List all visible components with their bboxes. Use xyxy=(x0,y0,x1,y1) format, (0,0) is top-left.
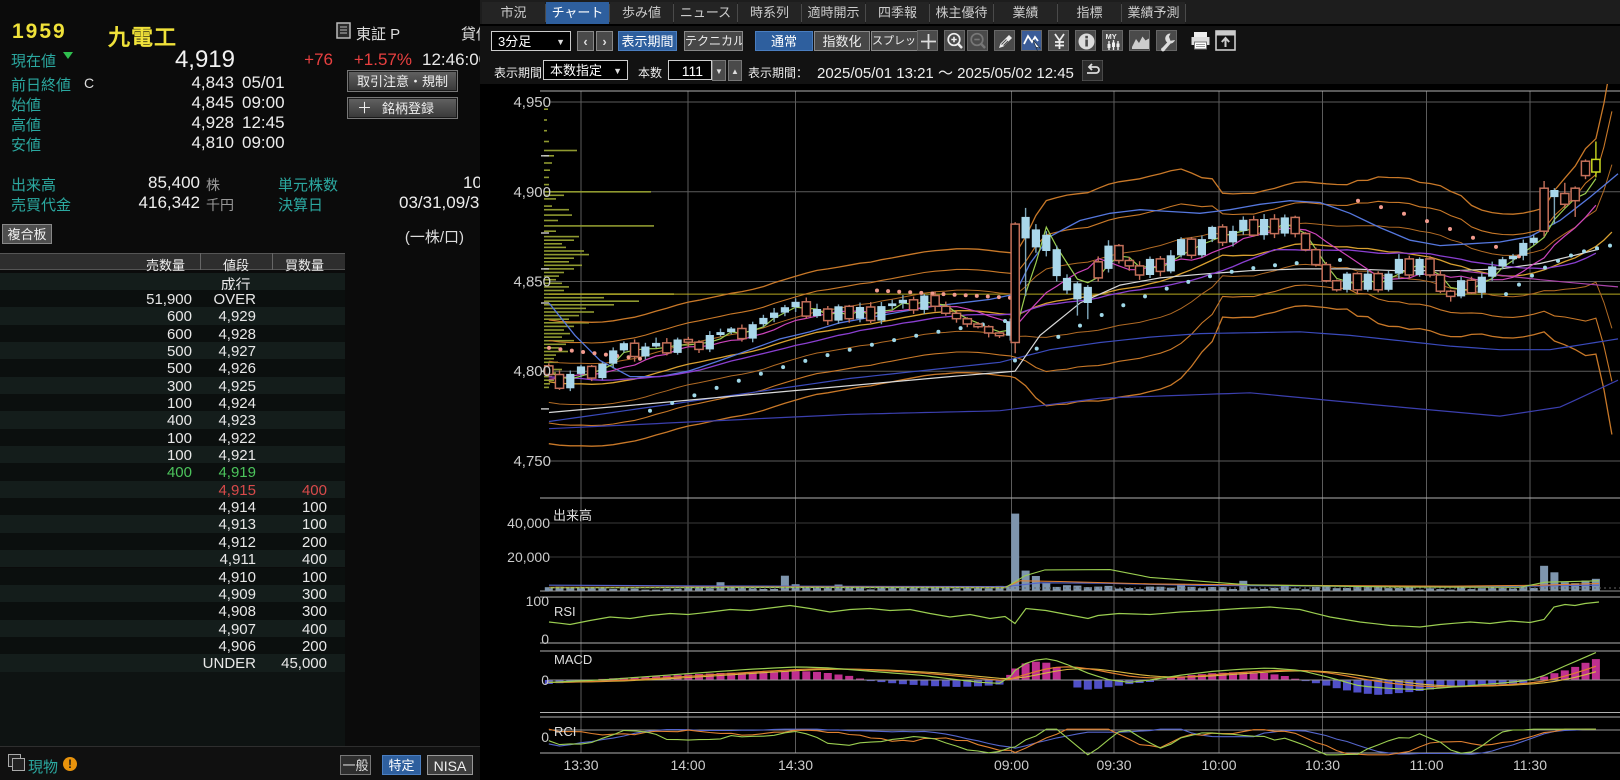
svg-text:09:00: 09:00 xyxy=(994,757,1029,773)
svg-text:0: 0 xyxy=(541,672,549,688)
svg-text:20,000: 20,000 xyxy=(507,549,550,565)
svg-text:4,900: 4,900 xyxy=(513,184,551,201)
svg-text:0: 0 xyxy=(541,631,549,647)
svg-text:4,800: 4,800 xyxy=(513,363,551,380)
svg-text:11:30: 11:30 xyxy=(1513,757,1547,773)
svg-text:11:00: 11:00 xyxy=(1410,757,1444,773)
svg-text:4,950: 4,950 xyxy=(513,94,551,111)
svg-text:10:30: 10:30 xyxy=(1305,757,1340,773)
svg-text:0: 0 xyxy=(541,729,549,745)
svg-text:4,850: 4,850 xyxy=(513,274,551,291)
svg-text:100: 100 xyxy=(526,593,550,609)
svg-text:MACD: MACD xyxy=(554,652,592,667)
svg-text:MY: MY xyxy=(1106,32,1117,41)
svg-text:10:00: 10:00 xyxy=(1201,757,1236,773)
svg-text:14:30: 14:30 xyxy=(778,757,813,773)
svg-text:40,000: 40,000 xyxy=(507,515,550,531)
svg-text:RSI: RSI xyxy=(554,604,576,619)
svg-text:13:30: 13:30 xyxy=(563,757,598,773)
svg-text:4,750: 4,750 xyxy=(513,453,551,470)
svg-text:09:30: 09:30 xyxy=(1096,757,1131,773)
svg-text:出来高: 出来高 xyxy=(553,508,592,523)
svg-text:14:00: 14:00 xyxy=(670,757,705,773)
svg-text:RCI: RCI xyxy=(554,724,576,739)
